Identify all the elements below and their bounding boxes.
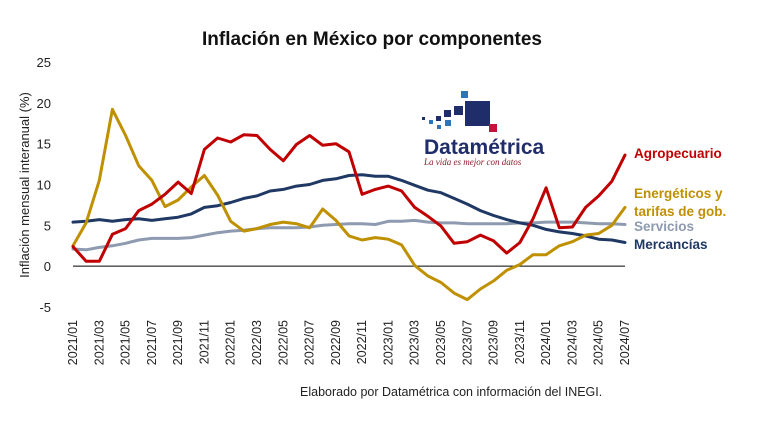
series-end-label: Energéticos y: [634, 186, 723, 201]
logo-square: [445, 120, 451, 126]
y-tick-label: 10: [37, 178, 51, 193]
logo-square: [436, 116, 441, 121]
series-line-energeticos-y-tarifas-de-gob: [71, 107, 627, 302]
x-tick-label: 2021/05: [119, 320, 133, 365]
x-tick-label: 2021/07: [145, 320, 159, 365]
logo-name: Datamétrica: [424, 136, 545, 159]
series-end-label: Mercancías: [634, 237, 708, 252]
series-end-label: Agropecuario: [634, 146, 722, 161]
x-tick-label: 2021/01: [66, 320, 80, 365]
x-tick-label: 2022/11: [355, 320, 369, 364]
logo-square: [489, 124, 497, 132]
y-axis-label: Inflación mensual interanual (%): [17, 92, 32, 278]
series-end-label: Servicios: [634, 219, 694, 234]
logo-square: [422, 117, 425, 120]
y-tick-label: 0: [44, 259, 51, 274]
x-tick-label: 2023/07: [460, 320, 474, 365]
logo-square: [465, 101, 490, 126]
y-tick-label: -5: [39, 300, 51, 315]
y-tick-label: 20: [37, 96, 51, 111]
x-tick-label: 2024/01: [539, 320, 553, 365]
series-line-mercancias: [71, 173, 627, 244]
x-tick-label: 2021/09: [171, 320, 185, 365]
axes: -5 0 5 10 15 20 25 2021/01 2021/03 2021/05 2021/07…: [37, 55, 632, 365]
x-tick-label: 2024/03: [565, 320, 579, 365]
source-note: Elaborado por Datamétrica con informació…: [300, 385, 602, 399]
x-tick-label: 2023/11: [513, 320, 527, 364]
y-tick-label: 5: [44, 218, 51, 233]
x-tick-label: 2024/07: [618, 320, 632, 365]
x-tick-label: 2022/07: [303, 320, 317, 365]
x-tick-label: 2023/01: [381, 320, 395, 365]
logo-square: [437, 125, 441, 129]
series-end-label: tarifas de gob.: [634, 204, 726, 219]
x-tick-label: 2023/05: [434, 320, 448, 365]
logo-square: [444, 110, 451, 117]
x-tick-label: 2024/05: [592, 320, 606, 365]
series-end-labels: Agropecuario Energéticos y tarifas de gob.…: [634, 146, 726, 252]
logo-square: [454, 106, 463, 115]
x-tick-label: 2021/03: [92, 320, 106, 365]
x-tick-label: 2022/03: [250, 320, 264, 365]
series-layer: [71, 107, 627, 302]
datametrica-logo: Datamétrica La vida es mejor con datos: [422, 91, 545, 167]
logo-square: [461, 91, 468, 98]
x-tick-label: 2023/09: [487, 320, 501, 365]
x-tick-label: 2022/01: [224, 320, 238, 365]
x-tick-label: 2021/11: [197, 320, 211, 364]
series-line-agropecuario: [71, 133, 627, 263]
y-tick-label: 25: [37, 55, 51, 70]
x-tick-label: 2022/05: [276, 320, 290, 365]
x-tick-label: 2022/09: [329, 320, 343, 365]
logo-square: [429, 120, 433, 124]
x-tick-label: 2023/03: [408, 320, 422, 365]
logo-tagline: La vida es mejor con datos: [423, 157, 522, 167]
series-line-servicios: [71, 218, 627, 252]
y-tick-label: 15: [37, 137, 51, 152]
chart-title: Inflación en México por componentes: [202, 29, 542, 50]
